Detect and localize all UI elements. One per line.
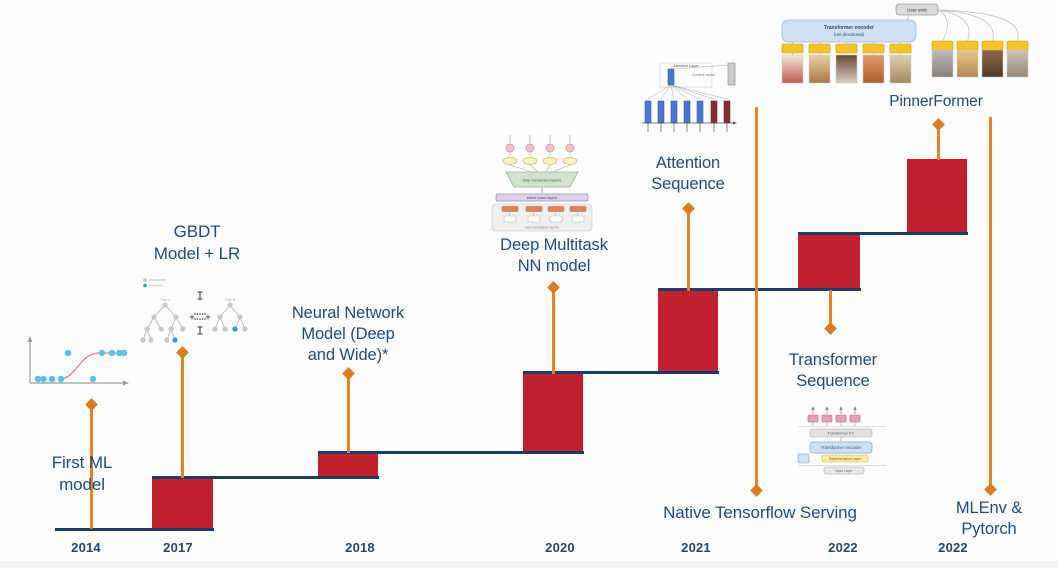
svg-text:+: + <box>205 312 210 322</box>
pf-encoder-line1: Transformer encoder <box>824 25 874 31</box>
transformer-encoder-label: Transformer encoder <box>821 445 862 450</box>
pf-user-emb-label: User emb <box>907 7 927 12</box>
year-label-2018: 2018 <box>345 540 375 555</box>
milestone-line-mlenv <box>989 117 992 489</box>
gbdt-treeN-label: Tree N <box>225 298 236 302</box>
pin-photo-croissant <box>956 49 979 78</box>
transformer-fc-label: Transformer FC <box>828 432 855 436</box>
timeline-block-2022-pinnerformer <box>907 159 967 234</box>
timeline-block-2022-transformer <box>798 234 860 290</box>
milestone-line-transformer-seq <box>829 290 832 328</box>
gbdt-trees-diagram: Tree 1 Tree N + + <box>140 278 248 343</box>
multitask-nn-diagram: fully connected layers latent cross laye… <box>491 135 593 232</box>
year-label-2020: 2020 <box>545 540 575 555</box>
representation-layer-label: Representation Layer <box>829 457 862 461</box>
milestone-label-pinnerformer: PinnerFormer <box>889 93 983 110</box>
pin-photo-cake <box>781 54 804 84</box>
pin-photo-chocolate-cake <box>835 54 858 84</box>
milestone-line-gbdt <box>181 352 184 478</box>
milestone-label-deep-multitask: Deep Multitask NN model <box>500 236 608 276</box>
year-label-2022-a: 2022 <box>828 540 858 555</box>
timeline-block-2020 <box>523 373 583 454</box>
milestone-line-nn <box>347 374 350 453</box>
svg-text:+: + <box>189 312 194 322</box>
milestone-diamond-icon-native-tf <box>749 483 763 497</box>
milestone-label-nn: Neural Network Model (Deep and Wide)* <box>291 304 405 365</box>
attention-layer-label: Attention Layer <box>673 64 699 68</box>
timeline-block-2018 <box>318 452 378 478</box>
timeline-step-line-2 <box>318 451 584 454</box>
bottom-strip <box>0 561 1058 568</box>
milestone-line-attention <box>687 209 690 291</box>
year-label-2017: 2017 <box>163 540 193 555</box>
milestone-line-deep-multitask <box>552 288 555 374</box>
multitask-cross-label: latent cross layers <box>527 196 558 200</box>
scatter-plot-sketch <box>27 336 129 386</box>
pin-photo-dog-floor <box>981 49 1004 78</box>
milestone-label-attention: Attention Sequence <box>651 154 725 194</box>
timeline-step-line-1 <box>152 476 379 479</box>
milestone-diamond-icon-nn <box>341 366 355 380</box>
pin-photo-pasta <box>808 54 831 84</box>
year-label-2021: 2021 <box>681 540 711 555</box>
timeline-step-line-4 <box>658 288 861 291</box>
pin-photo-salmon <box>862 54 885 84</box>
timeline-step-line-5 <box>798 232 968 235</box>
milestone-label-mlenv: MLEnv & Pytorch <box>955 499 1023 539</box>
timeline-block-2021 <box>658 290 718 373</box>
attention-diagram: Attention Layer Context vector <box>642 62 737 132</box>
year-label-2022-b: 2022 <box>938 540 968 555</box>
transformer-sequence-diagram: Transformer FC Transformer encoder Repre… <box>797 406 886 475</box>
multitask-container-label: representation layers <box>525 226 559 230</box>
milestone-diamond-icon-transformer-seq <box>823 321 837 335</box>
milestone-line-pinnerformer <box>937 125 940 160</box>
milestone-label-first-ml: First ML model <box>51 453 113 494</box>
milestone-label-gbdt: GBDT Model + LR <box>153 222 241 263</box>
timeline-step-line-0 <box>55 528 214 531</box>
milestone-diamond-icon-mlenv <box>983 482 997 496</box>
milestone-line-first-ml <box>90 404 93 529</box>
milestone-label-transformer-seq: Transformer Sequence <box>788 351 878 391</box>
milestone-diamond-icon-attention <box>681 201 695 215</box>
pin-photo-rabbit <box>1006 49 1029 78</box>
milestone-label-native-tf: Native Tensorflow Serving <box>663 503 857 522</box>
milestone-line-native-tf <box>755 107 758 490</box>
milestone-diamond-icon-pinnerformer <box>931 117 945 131</box>
timeline-block-2017 <box>152 477 213 530</box>
pin-photo-dog <box>889 54 912 84</box>
pf-encoder-line2: (uni-directional) <box>834 32 865 37</box>
milestone-diamond-icon-deep-multitask <box>546 280 560 294</box>
pinnerformer-architecture-diagram: Transformer encoder (uni-directional) Us… <box>781 3 1029 84</box>
gbdt-tree1-label: Tree 1 <box>160 298 170 302</box>
timeline-step-line-3 <box>523 371 719 374</box>
pin-photo-cat <box>931 49 954 78</box>
year-label-2014: 2014 <box>71 540 101 555</box>
attention-context-label: Context vector <box>692 73 716 77</box>
input-layer-label: Input Layer <box>836 469 854 473</box>
multitask-fc-label: fully connected layers <box>523 178 561 183</box>
